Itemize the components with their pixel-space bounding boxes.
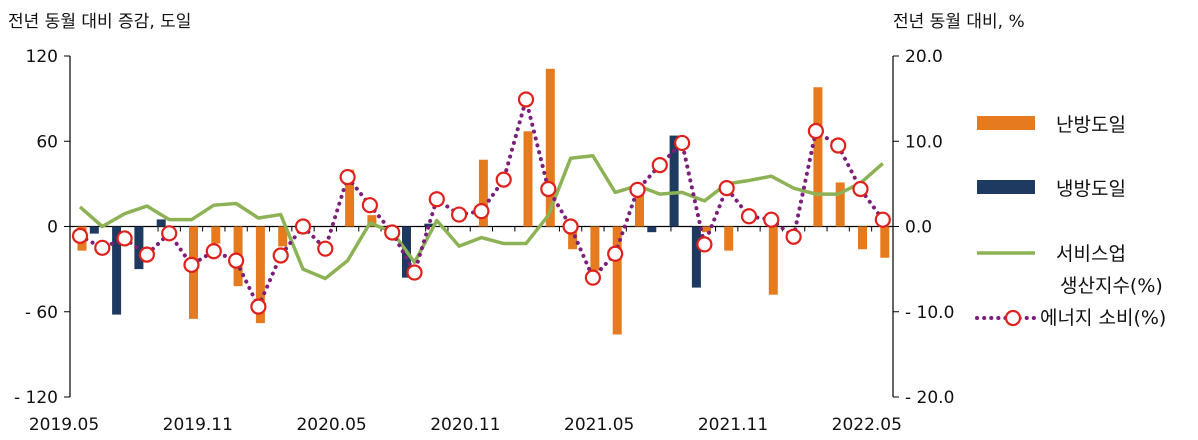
cooling-degree-bar bbox=[691, 226, 701, 288]
energy-point bbox=[562, 218, 579, 235]
left-tick-label: 120 bbox=[26, 47, 58, 67]
legend-swatch-energy-marker bbox=[1004, 309, 1022, 327]
energy-point bbox=[830, 137, 847, 154]
x-tick-label: 2020.11 bbox=[430, 415, 500, 435]
left-axis-title: 전년 동월 대비 증감, 도일 bbox=[8, 12, 191, 32]
energy-point bbox=[361, 197, 378, 214]
energy-point bbox=[517, 91, 535, 108]
legend-label-service-line1: 서비스업 bbox=[1056, 243, 1126, 265]
energy-point bbox=[807, 122, 825, 140]
x-tick-label: 2022.05 bbox=[832, 415, 902, 435]
legend-label-service-line2: 생산지수(%) bbox=[1060, 275, 1163, 297]
energy-point bbox=[116, 230, 133, 247]
right-tick-label: 10.0 bbox=[905, 132, 943, 152]
heating-degree-bar bbox=[880, 226, 890, 258]
energy-point bbox=[205, 243, 222, 260]
x-tick-label: 2019.11 bbox=[163, 415, 233, 435]
energy-point bbox=[339, 168, 356, 186]
heating-degree-bar bbox=[255, 226, 265, 324]
left-tick-label: - 120 bbox=[14, 388, 58, 408]
heating-degree-bar bbox=[345, 169, 355, 227]
right-tick-label: - 10.0 bbox=[905, 303, 954, 323]
heating-degree-bar bbox=[813, 87, 823, 227]
energy-point bbox=[584, 269, 602, 286]
left-tick-label: 60 bbox=[36, 132, 58, 152]
legend-label-cooling: 냉방도일 bbox=[1056, 178, 1126, 200]
energy-point bbox=[183, 256, 200, 273]
energy-point bbox=[718, 180, 735, 197]
energy-point bbox=[473, 203, 490, 220]
energy-point bbox=[785, 228, 802, 245]
heating-degree-bar bbox=[835, 182, 845, 227]
cooling-degree-bar bbox=[647, 226, 657, 233]
energy-point bbox=[317, 240, 334, 257]
cooling-degree-bar bbox=[156, 219, 166, 227]
energy-point bbox=[294, 218, 312, 235]
legend-label-heating: 난방도일 bbox=[1056, 114, 1126, 136]
heating-degree-bar bbox=[635, 186, 644, 227]
energy-point bbox=[161, 225, 178, 242]
right-axis-title: 전년 동월 대비, % bbox=[893, 12, 1025, 32]
energy-point bbox=[272, 247, 289, 264]
heating-degree-bar bbox=[211, 226, 221, 244]
energy-point bbox=[384, 224, 401, 241]
cooling-degree-bar bbox=[424, 223, 434, 227]
energy-point bbox=[673, 134, 691, 152]
heating-degree-bar bbox=[768, 226, 778, 295]
heating-degree-bar bbox=[568, 226, 578, 250]
energy-point bbox=[495, 171, 512, 188]
heating-degree-bar bbox=[701, 226, 711, 233]
heating-degree-bar bbox=[590, 226, 600, 271]
legend-swatch-cooling bbox=[977, 180, 1035, 194]
heating-degree-bar bbox=[367, 215, 377, 227]
right-tick-label: 0.0 bbox=[905, 218, 932, 238]
x-tick-label: 2021.05 bbox=[564, 415, 634, 435]
energy-point bbox=[250, 298, 267, 315]
right-tick-label: - 20.0 bbox=[905, 388, 954, 408]
energy-point bbox=[852, 180, 869, 198]
heating-degree-bar bbox=[523, 131, 533, 227]
energy-point bbox=[451, 206, 468, 223]
heating-degree-bar bbox=[545, 68, 555, 227]
energy-point bbox=[740, 208, 758, 225]
energy-point bbox=[228, 252, 245, 269]
legend-swatch-heating bbox=[977, 116, 1035, 130]
heating-degree-bar bbox=[478, 159, 488, 227]
right-tick-label: 20.0 bbox=[905, 47, 943, 67]
energy-point bbox=[651, 157, 668, 174]
energy-point bbox=[629, 181, 646, 198]
x-tick-label: 2020.05 bbox=[296, 415, 366, 435]
heating-degree-bar bbox=[278, 226, 288, 247]
energy-point bbox=[874, 211, 891, 228]
energy-point bbox=[763, 211, 780, 228]
cooling-degree-bar bbox=[134, 226, 144, 270]
energy-point bbox=[138, 246, 155, 263]
x-tick-label: 2021.11 bbox=[698, 415, 768, 435]
heating-degree-bar bbox=[858, 226, 867, 250]
energy-point bbox=[696, 236, 713, 253]
energy-point bbox=[607, 245, 624, 262]
energy-point bbox=[71, 227, 89, 244]
energy-point bbox=[94, 239, 111, 256]
left-tick-label: 0 bbox=[47, 218, 58, 238]
left-tick-label: - 60 bbox=[25, 303, 58, 323]
heating-degree-bar bbox=[612, 226, 622, 335]
legend-label-energy: 에너지 소비(%) bbox=[1040, 307, 1166, 329]
cooling-degree-bar bbox=[89, 226, 99, 234]
cooling-degree-bar bbox=[112, 226, 122, 315]
heating-degree-bar bbox=[724, 226, 734, 251]
energy-point bbox=[428, 191, 445, 208]
x-tick-label: 2019.05 bbox=[29, 415, 99, 435]
energy-point bbox=[540, 180, 557, 198]
service-index-line bbox=[78, 153, 884, 281]
cooling-degree-bar bbox=[669, 135, 679, 227]
energy-point bbox=[406, 264, 423, 281]
